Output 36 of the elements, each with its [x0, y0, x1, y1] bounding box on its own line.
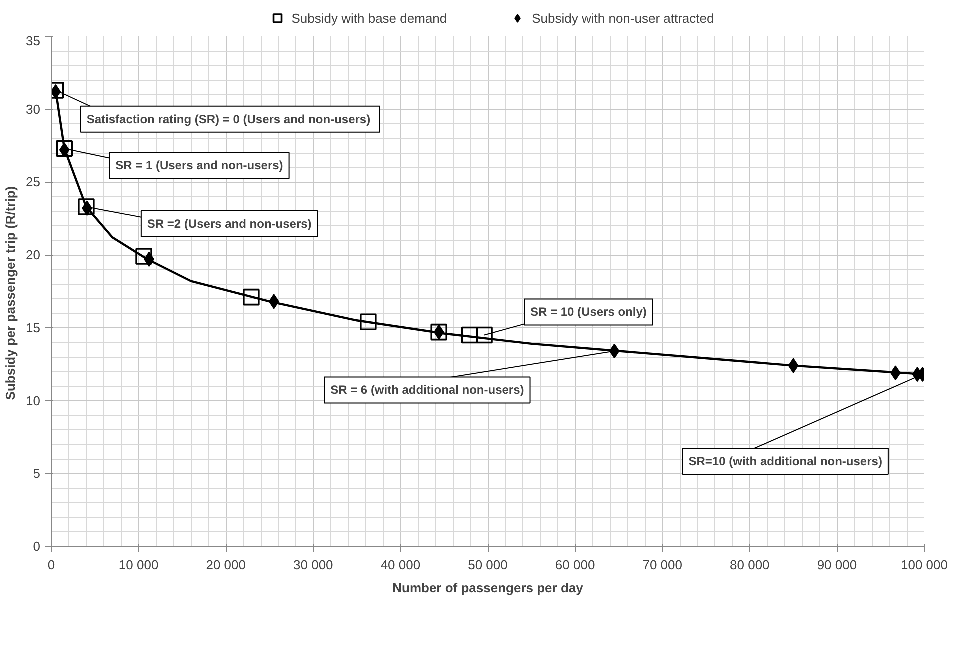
x-tick-label: 40 000 [380, 558, 421, 572]
annotation: Satisfaction rating (SR) = 0 (Users and non-users) [86, 112, 371, 126]
y-axis-title: Subsidy per passenger trip (R/trip) [3, 186, 18, 400]
y-tick-label: 10 [26, 393, 41, 408]
point [136, 248, 152, 265]
point [461, 326, 478, 344]
point [360, 314, 377, 330]
point [476, 326, 493, 344]
x-tick-label: 50 000 [468, 558, 508, 572]
legend-label: Subsidy with base demand [292, 10, 448, 26]
x-tick-label: 100 000 [901, 558, 948, 572]
annotation: SR = 1 (Users and non-users) [116, 158, 284, 173]
y-tick-label: 35 [26, 34, 41, 48]
annotation: SR = 10 (Users only) [530, 305, 647, 320]
y-tick-label: 5 [33, 466, 41, 482]
x-tick-label: 10 000 [118, 558, 159, 572]
y-tick-label: 0 [33, 539, 41, 554]
y-tick-label: 30 [26, 102, 41, 117]
x-tick-label: 60 000 [555, 558, 596, 572]
x-tick-label: 70 000 [642, 558, 682, 572]
x-tick-label: 20 000 [206, 558, 246, 572]
annotation: SR=10 (with additional non-users) [688, 454, 882, 469]
annotation: SR =2 (Users and non-users) [147, 216, 312, 231]
y-tick-label: 20 [26, 248, 41, 263]
point [78, 198, 95, 216]
point [243, 288, 260, 306]
y-tick-label: 25 [26, 174, 41, 190]
x-tick-label: 30 000 [294, 558, 334, 572]
point [56, 140, 73, 158]
annotation: SR = 6 (with additional non-users) [330, 383, 524, 398]
x-tick-label: 0 [48, 558, 56, 572]
x-axis-title: Number of passengers per day [392, 580, 584, 596]
x-tick-label: 80 000 [730, 558, 770, 572]
y-tick-label: 15 [26, 320, 41, 336]
legend-label: Subsidy with non-user attracted [532, 10, 714, 26]
x-tick-label: 90 000 [817, 558, 858, 572]
